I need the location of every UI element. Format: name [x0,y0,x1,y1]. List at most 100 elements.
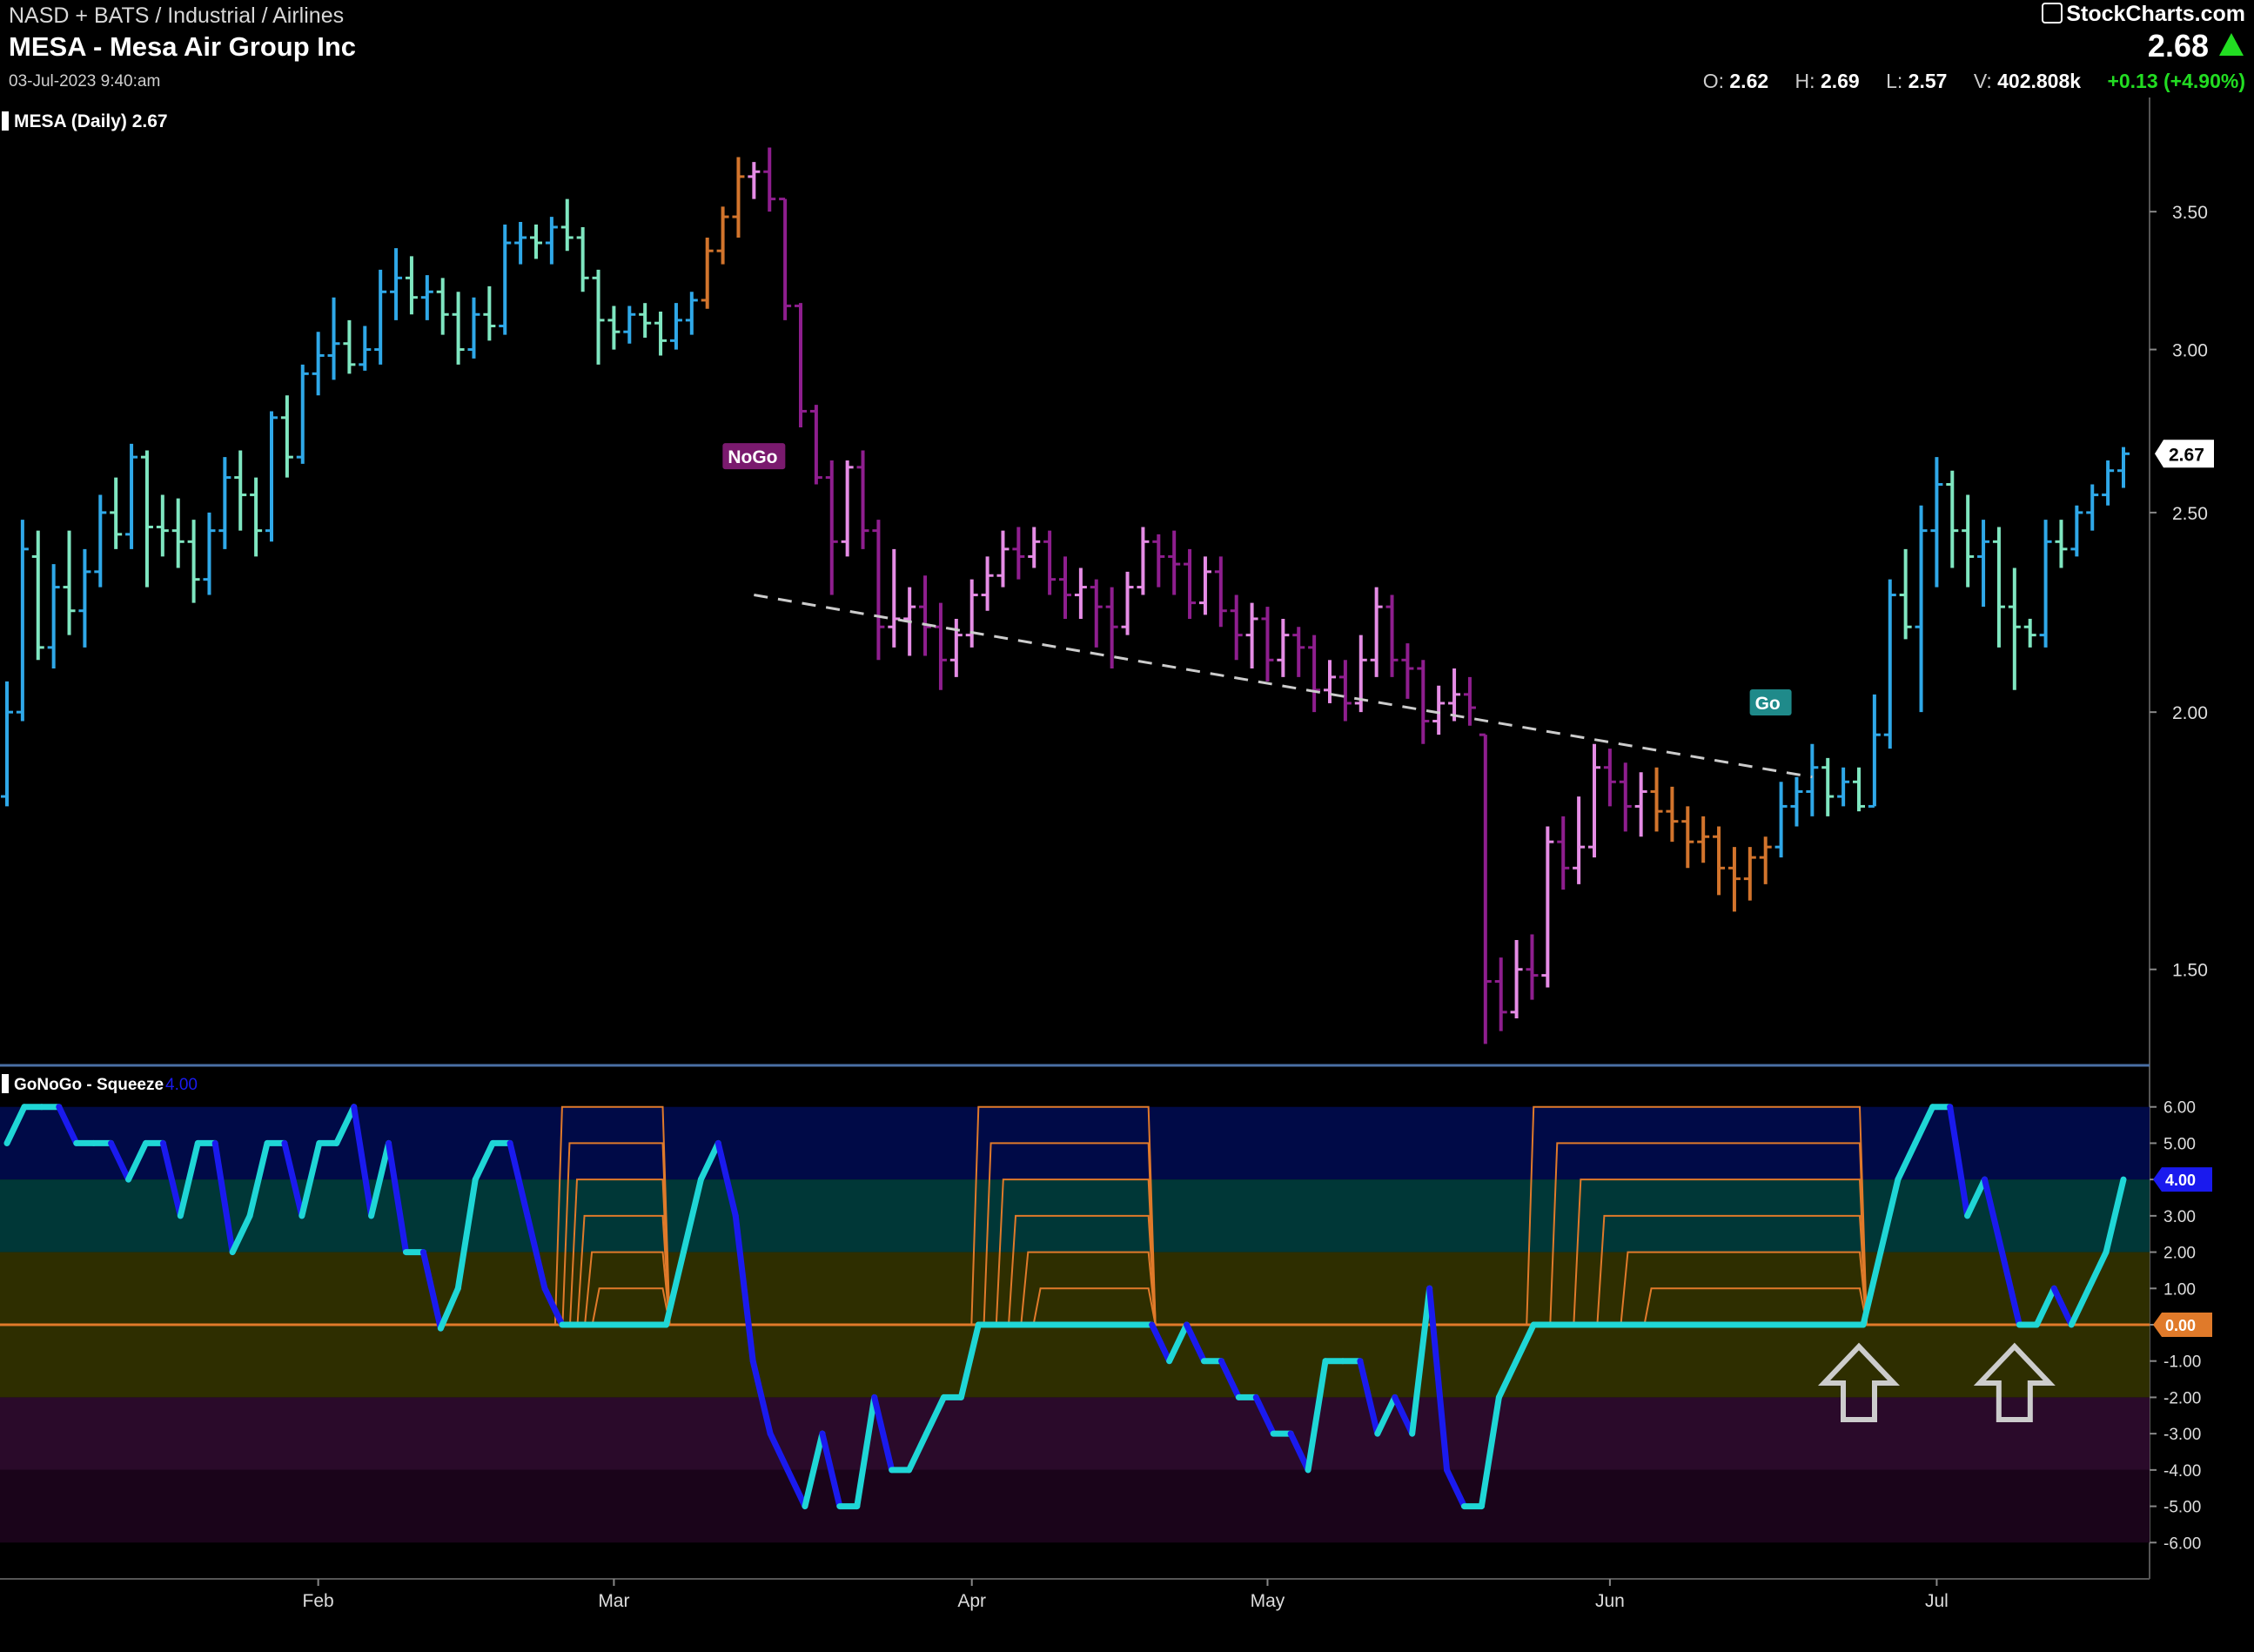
up-arrow-icon [1973,1342,2056,1423]
price-bar [856,450,869,549]
squeeze-line-segment [1478,1393,1502,1510]
squeeze-grid [553,1105,671,1326]
squeeze-line-segment [454,1176,479,1292]
squeeze-line-segment [871,1393,896,1474]
squeeze-line-segment [819,1430,843,1510]
squeeze-line-segment [2050,1285,2075,1328]
price-bar [327,297,340,380]
price-bar [1463,676,1476,726]
price-bar [1432,685,1446,735]
price-bar [1806,743,1819,816]
open-value: 2.62 [1729,70,1769,92]
price-tick-label: 3.00 [2172,341,2208,361]
osc-tick-label: 5.00 [2163,1135,2196,1153]
squeeze-line-segment [333,1104,358,1146]
price-bar [1603,749,1616,807]
squeeze-line-segment [1444,1467,1467,1510]
price-bar [483,285,496,341]
price-bar [78,548,91,648]
squeeze-line-segment [1409,1285,1433,1437]
squeeze-line-segment [854,1393,878,1510]
price-bar [732,157,745,238]
osc-tick-label: -5.00 [2163,1499,2201,1517]
price-bar [623,306,636,344]
low-label: L: [1886,70,1903,92]
price-bar [1727,847,1741,912]
squeeze-line-segment [3,1104,28,1146]
price-bar [530,224,542,259]
price-legend-swatch [2,111,9,131]
price-bar [187,520,200,603]
squeeze-line-segment [732,1212,756,1365]
squeeze-line-segment [211,1139,236,1256]
price-bar [981,556,994,611]
price-bar [125,443,138,549]
squeeze-line-segment [802,1430,826,1510]
price-tick-label: 2.50 [2172,504,2208,524]
price-legend: MESA (Daily) 2.67 [14,111,168,131]
osc-last-value-tag: 4.00 [2153,1167,2212,1192]
chart-header: NASD + BATS / Industrial / Airlines MESA… [0,0,2254,97]
x-axis: Feb Mar Apr May Jun Jul [0,1578,2150,1611]
price-bar [2086,484,2099,531]
squeeze-line-segment [1149,1321,1173,1365]
brand-logo[interactable]: StockCharts.com [2042,2,2245,27]
squeeze-line-segment [368,1139,392,1219]
squeeze-grid [1526,1105,1868,1326]
price-bar [1588,743,1600,858]
osc-tick-label: -6.00 [2163,1534,2201,1553]
squeeze-line-segment [1426,1285,1451,1474]
x-tick-label: Feb [303,1591,334,1611]
price-bar [576,226,589,292]
price-bar [1,681,13,807]
squeeze-line-segment [663,1249,687,1328]
squeeze-line-segment [229,1212,253,1256]
chart-canvas[interactable]: 3.50 3.00 2.50 2.00 1.50 MESA (Daily) 2.67 NoG… [0,97,2254,1652]
squeeze-line-segment [1287,1430,1311,1474]
price-bar [2117,447,2130,488]
price-bar [1666,786,1679,843]
squeeze-line-segment [2033,1285,2057,1328]
chart-title: MESA - Mesa Air Group Inc [9,31,357,62]
x-tick-label: May [1251,1591,1285,1611]
price-bar [748,162,761,199]
price-bar [1277,618,1290,677]
price-bar [1214,556,1227,628]
price-tick-label: 1.50 [2172,961,2208,981]
brand-name: StockCharts.com [2066,2,2245,26]
price-bar [701,237,714,309]
price-bar [1292,627,1305,677]
price-bar [1059,556,1071,619]
trend-line [754,594,1813,779]
price-bar [16,520,29,722]
price-bar [420,275,433,320]
squeeze-line-segment [1392,1393,1416,1437]
price-bar [1573,796,1586,884]
squeeze-line-segment [1166,1321,1191,1365]
price-panel: 3.50 3.00 2.50 2.00 1.50 MESA (Daily) 2.67 NoG… [0,97,2214,1579]
price-bar [250,477,263,557]
price-bar [1417,660,1430,744]
svg-text:2.67: 2.67 [2169,445,2204,465]
price-bar [203,512,216,595]
squeeze-line-segment [419,1249,444,1332]
price-bar [1930,457,1943,588]
squeeze-zone-band [0,1325,2150,1398]
price-bar [1977,520,1990,608]
svg-text:4.00: 4.00 [2165,1172,2196,1189]
squeeze-line-segment [2103,1176,2127,1256]
squeeze-line-segment [2068,1285,2092,1328]
squeeze-zone-band [0,1469,2150,1543]
x-tick-label: Mar [598,1591,629,1611]
high-value: 2.69 [1820,70,1860,92]
price-bar [1915,505,1928,713]
price-bar [763,147,776,212]
osc-tick-label: 6.00 [2163,1099,2196,1118]
squeeze-line-segment [1184,1321,1207,1365]
price-bar [639,303,652,338]
price-bar [669,303,682,350]
price-bar [1168,530,1181,595]
price-bar [1868,694,1881,808]
price-bar [1883,579,1896,749]
price-bar [1261,607,1274,682]
